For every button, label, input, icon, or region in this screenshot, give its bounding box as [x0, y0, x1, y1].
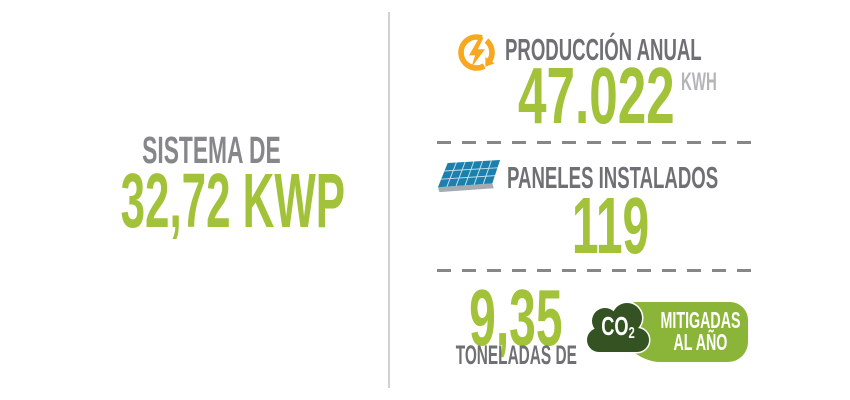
- emissions-label: TONELADAS DE: [367, 342, 665, 369]
- panels-label-text: PANELES INSTALADOS: [507, 160, 719, 195]
- dashed-divider-bottom: [437, 269, 753, 272]
- co2-symbol: CO: [601, 311, 629, 341]
- panels-value: 119: [445, 186, 777, 266]
- emissions-label-text: TONELADAS DE: [455, 340, 577, 370]
- co2-cloud-icon: [584, 300, 654, 355]
- co2-gas-label: CO2: [584, 313, 652, 341]
- production-label: PRODUCCIÓN ANUAL: [505, 34, 833, 65]
- vertical-divider: [388, 12, 390, 388]
- production-label-text: PRODUCCIÓN ANUAL: [505, 32, 702, 67]
- energy-cycle-icon: [454, 30, 499, 75]
- mitigation-badge-text: MITIGADAS AL AÑO: [619, 302, 748, 362]
- production-unit-text: KWH: [681, 68, 717, 96]
- production-value-text: 47.022: [517, 51, 675, 140]
- dashed-divider-top: [437, 141, 753, 144]
- system-title: SISTEMA DE: [36, 132, 386, 170]
- system-capacity-value: 32,72 KWP: [36, 163, 386, 240]
- production-value: 47.022: [430, 56, 762, 136]
- co2-gas-text: CO2: [601, 313, 635, 341]
- co2-subscript: 2: [628, 323, 635, 342]
- emissions-value: 9,35: [367, 278, 665, 358]
- system-capacity-text: 32,72 KWP: [120, 158, 346, 244]
- system-title-text: SISTEMA DE: [141, 130, 281, 172]
- badge-line1: MITIGADAS: [660, 307, 741, 334]
- production-unit: KWH: [681, 70, 741, 95]
- badge-line2: AL AÑO: [673, 329, 728, 355]
- panels-label: PANELES INSTALADOS: [507, 162, 850, 193]
- solar-panel-icon: [436, 160, 502, 197]
- panels-value-text: 119: [572, 181, 650, 270]
- emissions-value-text: 9,35: [469, 273, 563, 362]
